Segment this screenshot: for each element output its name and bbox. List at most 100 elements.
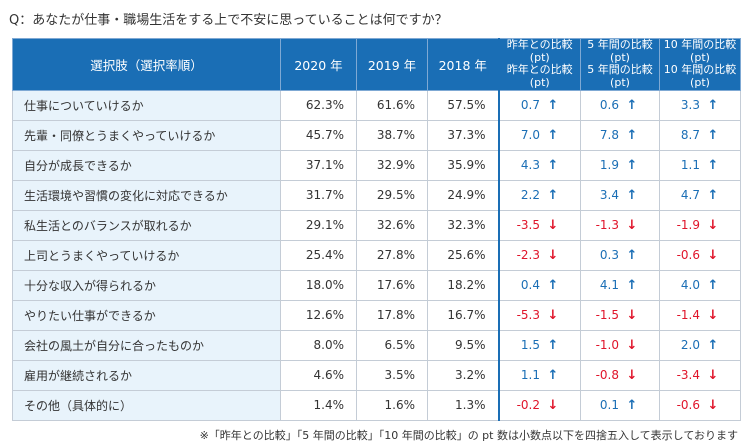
diff-cell: 4.1 ↑: [580, 269, 660, 301]
col-header-line: 10 年間の比較 (pt): [663, 63, 737, 89]
diff-cell: -0.6 ↓: [659, 389, 741, 421]
diff-cell: -5.3 ↓: [497, 299, 581, 331]
value-cell: 16.7%: [427, 299, 499, 331]
diff-cell: -0.2 ↓: [497, 389, 581, 421]
diff-cell: -0.6 ↓: [659, 239, 741, 271]
diff-value: -3.4: [676, 367, 700, 382]
diff-value: 3.4: [599, 187, 619, 202]
diff-value: -1.9: [676, 217, 700, 232]
diff-value: 0.1: [599, 397, 619, 412]
arrow-up-icon: ↑: [547, 127, 559, 143]
table-row: 会社の風土が自分に合ったものか 8.0% 6.5% 9.5% 1.5 ↑ -1.0 ↓ 2.0 ↑: [12, 329, 741, 361]
col-header-2019: 2019 年: [356, 38, 428, 91]
arrow-down-icon: ↓: [707, 247, 719, 263]
value-cell: 12.6%: [280, 299, 357, 331]
arrow-up-icon: ↑: [707, 127, 719, 143]
value-cell: 31.7%: [280, 179, 357, 211]
value-cell: 61.6%: [356, 89, 428, 121]
arrow-up-icon: ↑: [626, 127, 638, 143]
item-label: 先輩・同僚とうまくやっていけるか: [12, 119, 281, 151]
arrow-up-icon: ↑: [707, 337, 719, 353]
diff-value: 1.5: [520, 337, 540, 352]
diff-cell: 3.3 ↑: [659, 89, 741, 121]
diff-cell: -0.8 ↓: [580, 359, 660, 391]
diff-value: -1.0: [595, 337, 619, 352]
arrow-up-icon: ↑: [707, 187, 719, 203]
diff-cell: -1.0 ↓: [580, 329, 660, 361]
diff-cell: -1.3 ↓: [580, 209, 660, 241]
value-cell: 57.5%: [427, 89, 499, 121]
value-cell: 29.1%: [280, 209, 357, 241]
col-header-2018: 2018 年: [427, 38, 499, 91]
diff-value: -0.6: [676, 247, 700, 262]
arrow-down-icon: ↓: [547, 247, 559, 263]
item-label: 自分が成長できるか: [12, 149, 281, 181]
arrow-down-icon: ↓: [707, 397, 719, 413]
arrow-up-icon: ↑: [547, 187, 559, 203]
item-label: 会社の風土が自分に合ったものか: [12, 329, 281, 361]
arrow-down-icon: ↓: [626, 217, 638, 233]
footnote: ※「昨年との比較」「5 年間の比較」「10 年間の比較」の pt 数は小数点以下…: [199, 429, 738, 442]
col-header-line: 昨年との比較 (pt): [506, 38, 573, 64]
value-cell: 32.9%: [356, 149, 428, 181]
col-header-line: 5 年間の比較 (pt): [587, 38, 653, 64]
diff-cell: -1.5 ↓: [580, 299, 660, 331]
question-text: Q：あなたが仕事・職場生活をする上で不安に思っていることは何ですか？: [9, 13, 448, 28]
col-header-diff-10yr: 10 年間の比較 (pt) 10 年間の比較 (pt): [659, 38, 741, 91]
table-row: 十分な収入が得られるか 18.0% 17.6% 18.2% 0.4 ↑ 4.1 ↑ 4.0 ↑: [12, 269, 741, 301]
diff-value: 0.3: [599, 247, 619, 262]
value-cell: 35.9%: [427, 149, 499, 181]
diff-value: -1.3: [595, 217, 619, 232]
arrow-up-icon: ↑: [626, 187, 638, 203]
header-row: 選択肢（選択率順） 2020 年 2019 年 2018 年 昨年との比較 (p…: [12, 38, 741, 91]
arrow-up-icon: ↑: [707, 97, 719, 113]
table-row: 私生活とのバランスが取れるか 29.1% 32.6% 32.3% -3.5 ↓ -1.3 ↓ -…: [12, 209, 741, 241]
diff-value: 7.8: [599, 127, 619, 142]
table-row: やりたい仕事ができるか 12.6% 17.8% 16.7% -5.3 ↓ -1.5 ↓ -1.4…: [12, 299, 741, 331]
diff-cell: 0.1 ↑: [580, 389, 660, 421]
table-row: 自分が成長できるか 37.1% 32.9% 35.9% 4.3 ↑ 1.9 ↑ 1.1 ↑: [12, 149, 741, 181]
arrow-down-icon: ↓: [626, 367, 638, 383]
diff-value: -0.8: [595, 367, 619, 382]
value-cell: 18.2%: [427, 269, 499, 301]
value-cell: 32.6%: [356, 209, 428, 241]
col-header-line: 昨年との比較 (pt): [506, 63, 573, 89]
arrow-down-icon: ↓: [707, 217, 719, 233]
arrow-up-icon: ↑: [707, 157, 719, 173]
diff-value: 7.0: [520, 127, 540, 142]
diff-cell: 2.2 ↑: [497, 179, 581, 211]
arrow-down-icon: ↓: [547, 397, 559, 413]
diff-value: 1.1: [680, 157, 700, 172]
arrow-down-icon: ↓: [707, 307, 719, 323]
diff-cell: 1.1 ↑: [659, 149, 741, 181]
diff-value: 1.9: [599, 157, 619, 172]
value-cell: 37.3%: [427, 119, 499, 151]
value-cell: 17.8%: [356, 299, 428, 331]
diff-cell: 4.3 ↑: [497, 149, 581, 181]
value-cell: 3.5%: [356, 359, 428, 391]
value-cell: 9.5%: [427, 329, 499, 361]
diff-cell: -1.9 ↓: [659, 209, 741, 241]
table-row: 上司とうまくやっていけるか 25.4% 27.8% 25.6% -2.3 ↓ 0.3 ↑ -0.…: [12, 239, 741, 271]
diff-value: 3.3: [680, 97, 700, 112]
diff-cell: -3.4 ↓: [659, 359, 741, 391]
diff-value: -0.2: [516, 397, 540, 412]
diff-cell: 1.9 ↑: [580, 149, 660, 181]
diff-value: -0.6: [676, 397, 700, 412]
arrow-up-icon: ↑: [547, 157, 559, 173]
value-cell: 37.1%: [280, 149, 357, 181]
arrow-down-icon: ↓: [707, 367, 719, 383]
arrow-up-icon: ↑: [547, 337, 559, 353]
value-cell: 27.8%: [356, 239, 428, 271]
diff-value: 8.7: [680, 127, 700, 142]
diff-cell: 7.0 ↑: [497, 119, 581, 151]
col-header-2020: 2020 年: [280, 38, 357, 91]
item-label: その他（具体的に）: [12, 389, 281, 421]
diff-cell: 8.7 ↑: [659, 119, 741, 151]
arrow-down-icon: ↓: [547, 217, 559, 233]
value-cell: 25.6%: [427, 239, 499, 271]
diff-cell: 2.0 ↑: [659, 329, 741, 361]
arrow-down-icon: ↓: [547, 307, 559, 323]
diff-value: 4.0: [680, 277, 700, 292]
col-header-diff-5yr: 5 年間の比較 (pt) 5 年間の比較 (pt): [580, 38, 660, 91]
